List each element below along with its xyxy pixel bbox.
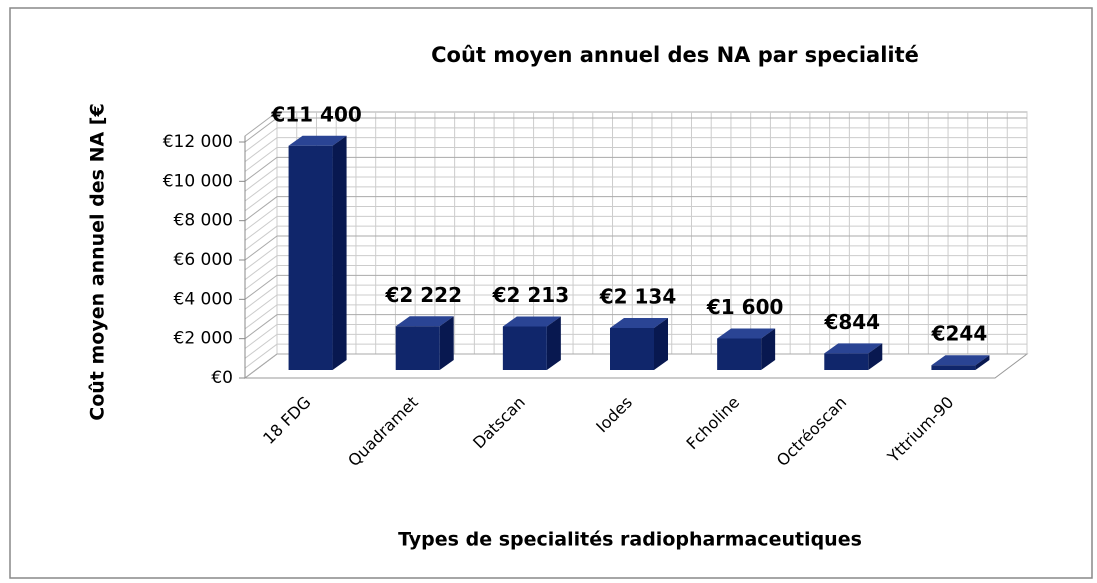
bar [717,328,776,370]
minor-grid [244,206,1027,231]
minor-grid [244,166,1027,192]
y-tick-label: €0 [211,368,233,388]
bar-side [332,135,347,370]
grid-line [244,353,1027,379]
minor-grid [244,176,1027,202]
minor-grid [244,186,1027,212]
minor-grid [244,284,1027,310]
bar-top [288,135,347,146]
bar [610,318,668,370]
bar-side [761,328,776,370]
bar-top [610,318,668,329]
bar-side [868,343,883,370]
minor-grid [244,265,1027,290]
value-label: €2 213 [492,283,570,307]
bar [395,316,454,370]
bar-front [610,328,654,370]
bar [502,316,561,370]
grid-line [244,274,1027,300]
value-label: €2 222 [384,283,462,307]
bar-front [931,365,976,370]
value-label: €11 400 [270,102,361,126]
bar-top [395,316,454,327]
grid-line [244,196,1027,222]
grid-line [244,314,1027,340]
grid-line [244,156,1027,182]
bar-side [439,316,454,370]
bar-top [931,355,990,366]
bar [288,135,347,370]
value-label: €2 134 [599,285,677,309]
minor-grid [244,324,1027,349]
y-tick-label: €10 000 [163,171,233,191]
minor-grid [244,225,1027,251]
y-tick-label: €6 000 [174,250,233,270]
minor-grid [244,304,1027,330]
minor-grid [244,343,1027,369]
bar-side [654,318,668,370]
bar-front [395,326,440,370]
bar-side [975,355,990,370]
y-tick-label: €8 000 [174,211,233,231]
bar-front [824,353,869,370]
minor-grid [244,215,1027,241]
y-tick-label: €12 000 [163,132,233,152]
grid-line [244,117,1027,143]
bar-top [502,316,561,327]
y-tick-label: €2 000 [174,329,233,349]
grid-line [244,235,1027,261]
bar-top [717,328,776,339]
bar [824,343,883,370]
chart-title: Coût moyen annuel des NA par specialité [431,43,919,67]
minor-grid [244,137,1027,163]
minor-grid [244,245,1027,271]
x-axis-label: Types de specialités radiopharmaceutique… [398,529,862,551]
minor-grid [244,147,1027,172]
bar-front [502,326,547,370]
bar-front [717,338,762,370]
value-label: €1 600 [706,295,784,319]
value-label: €244 [931,322,988,346]
y-axis-label: Coût moyen annuel des NA [€ [87,103,109,420]
bar-front [288,145,333,370]
bar-top [824,343,883,354]
bar-side [546,316,561,370]
minor-grid [244,127,1027,153]
minor-grid [244,255,1027,281]
y-tick-label: €4 000 [174,289,233,309]
value-label: €844 [823,310,880,334]
minor-grid [244,294,1027,320]
minor-grid [244,333,1027,359]
bar [931,355,990,370]
